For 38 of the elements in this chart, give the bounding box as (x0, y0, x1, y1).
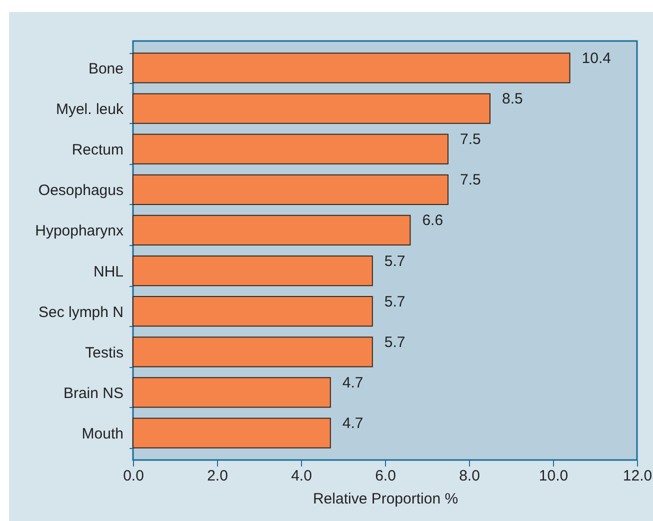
y-tick-label: Bone (88, 60, 124, 78)
y-tick-label: Testis (85, 344, 124, 362)
bar (132, 377, 331, 408)
x-tick-label: 10.0 (538, 468, 568, 484)
bar (132, 296, 373, 327)
data-label: 10.4 (582, 50, 612, 67)
y-tick-label: Hypopharynx (35, 222, 124, 240)
x-tick-label: 8.0 (459, 468, 480, 484)
data-label: 8.5 (502, 90, 523, 108)
data-label: 6.6 (422, 212, 444, 230)
y-tick-label: Sec lymph N (38, 304, 124, 321)
data-label: 5.7 (384, 334, 406, 351)
y-tick-label: Oesophagus (38, 182, 124, 200)
data-label: 5.7 (384, 252, 406, 270)
bar (132, 255, 373, 286)
data-label: 4.7 (342, 374, 364, 392)
y-tick-label: Mouth (82, 426, 124, 443)
x-tick-label: 4.0 (291, 468, 312, 484)
bar (132, 336, 373, 368)
bar (132, 134, 448, 164)
bar (132, 174, 448, 205)
data-label: 5.7 (384, 293, 406, 310)
y-tick-label: Myel. leuk (56, 101, 124, 118)
data-label: 7.5 (460, 172, 481, 189)
x-tick-label: 12.0 (622, 468, 652, 484)
data-label: 4.7 (342, 415, 364, 432)
bar (132, 214, 411, 246)
bar (132, 93, 490, 124)
x-tick-label: 2.0 (207, 468, 228, 484)
y-tick-label: Brain NS (63, 384, 124, 402)
bar (132, 418, 331, 448)
bar (132, 52, 570, 84)
x-tick-label: 0.0 (123, 468, 144, 484)
data-label: 7.5 (460, 131, 481, 148)
x-tick-label: 6.0 (375, 468, 396, 484)
y-tick-label: NHL (93, 263, 124, 280)
x-axis-title: Relative Proportion % (312, 490, 458, 508)
y-tick-label: Rectum (72, 142, 124, 159)
